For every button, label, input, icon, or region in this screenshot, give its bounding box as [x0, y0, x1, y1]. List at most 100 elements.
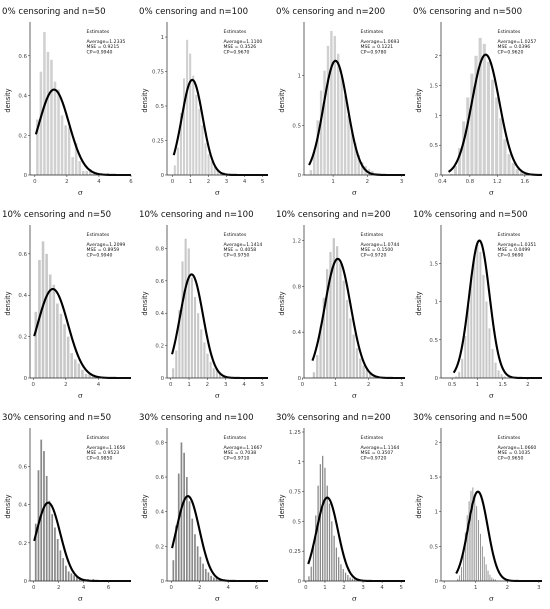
legend-title: Estimates	[361, 29, 384, 35]
histogram-bar	[326, 269, 329, 378]
y-tick-label: 0.4	[155, 311, 164, 317]
histogram-bar	[497, 370, 500, 378]
x-axis-label: σ	[215, 188, 220, 197]
histogram-bar	[70, 573, 73, 581]
histogram-bar	[202, 563, 204, 581]
x-tick-label: 6	[107, 585, 111, 591]
histogram-bar	[474, 55, 478, 175]
y-tick-label: 0.2	[155, 544, 164, 550]
x-tick-label: 2	[57, 585, 60, 591]
x-tick-label: 6	[129, 179, 133, 185]
histogram-bar	[81, 171, 85, 175]
y-tick-label: 0	[24, 376, 28, 382]
histogram-bar	[323, 70, 326, 175]
stat-label: MSE = 0.7038	[224, 450, 257, 456]
y-tick-label: 0.25	[289, 549, 301, 555]
histogram-bar	[458, 371, 461, 378]
histogram-bar	[189, 53, 192, 176]
histogram-bar	[322, 455, 324, 581]
x-tick-label: 1	[334, 382, 337, 388]
histogram-bar	[470, 274, 473, 378]
y-tick-label: 0.2	[18, 541, 27, 547]
y-tick-label: 1.5	[429, 475, 438, 481]
histogram-bar	[187, 248, 190, 378]
histogram-bar	[45, 475, 48, 581]
y-tick-label: 1.5	[429, 84, 438, 90]
histogram-bar	[461, 567, 462, 581]
histogram-bar	[40, 439, 43, 581]
y-tick-label: 1.5	[429, 261, 438, 267]
histogram-bar	[329, 251, 332, 378]
x-tick-label: 1	[476, 382, 479, 388]
y-tick-label: 0	[435, 173, 439, 179]
histogram-bar	[476, 244, 479, 378]
histogram-bar	[52, 284, 56, 378]
histogram-bar	[326, 45, 330, 175]
histogram-bar	[342, 280, 345, 378]
stat-label: Average=1.0693	[361, 39, 400, 45]
x-tick-label: 1	[187, 382, 190, 388]
panel-title: 0% censoring and n=500	[413, 7, 522, 17]
histogram-bar	[312, 372, 316, 378]
histogram-bar	[88, 373, 91, 378]
y-axis-label: density	[415, 494, 423, 518]
histogram-bar	[326, 485, 328, 581]
x-axis-label: σ	[352, 188, 357, 197]
histogram-bar	[328, 503, 331, 581]
panel-title: 30% censoring and n=100	[139, 413, 254, 423]
histogram-bar	[191, 518, 194, 581]
x-tick-label: 2	[207, 179, 210, 185]
histogram-bar	[36, 119, 39, 175]
histogram-bar	[41, 241, 45, 378]
histogram-bar	[503, 139, 507, 175]
histogram-bar	[53, 81, 57, 175]
y-tick-label: 0	[298, 579, 302, 585]
y-tick-label: 0.5	[155, 104, 164, 110]
histogram-bar	[59, 313, 63, 378]
histogram-bar	[462, 121, 466, 175]
y-tick-label: 0.25	[152, 139, 164, 145]
x-tick-label: 2	[342, 585, 345, 591]
histogram-bar	[486, 61, 490, 176]
histogram-bar	[357, 155, 360, 175]
histogram-bar	[192, 75, 195, 175]
histogram-bar	[319, 326, 322, 378]
x-tick-label: 0	[33, 179, 37, 185]
stat-label: Average=1.1164	[361, 445, 400, 451]
stat-label: Average=1.2099	[87, 242, 126, 248]
histogram-bar	[175, 350, 178, 378]
stat-label: Average=1.2335	[87, 39, 126, 45]
x-tick-label: 3	[224, 382, 227, 388]
y-tick-label: 0.5	[292, 123, 301, 129]
histogram-bar	[212, 368, 215, 378]
panel-2-1: 10% censoring and n=50 density σ 0 0.2 0.4 0.6…	[2, 210, 132, 400]
histogram-bar	[324, 467, 326, 581]
x-tick-label: 2	[367, 382, 370, 388]
histogram-bar	[48, 274, 52, 378]
y-axis-label: density	[141, 88, 149, 112]
histogram-bar	[85, 171, 89, 175]
histogram-bar	[453, 166, 457, 175]
histogram-bar	[354, 143, 357, 175]
histogram-bar	[472, 487, 474, 581]
y-tick-label: 0.75	[152, 70, 164, 76]
histogram-bar	[43, 451, 45, 581]
panel-2-4: 10% censoring and n=500 density σ 0 0.5 1 1.5 0…	[413, 210, 543, 400]
x-axis-label: σ	[489, 594, 494, 603]
histogram-bar	[351, 578, 354, 581]
histogram-bar	[172, 368, 175, 378]
histogram-bar	[464, 532, 466, 581]
stat-label: CP=0.9670	[224, 49, 250, 55]
histogram-bar	[206, 353, 209, 378]
histogram-bar	[350, 130, 354, 175]
histogram-bars	[309, 30, 381, 175]
histogram-bar	[495, 97, 499, 175]
histogram-bar	[76, 577, 78, 581]
histogram-bar	[332, 238, 335, 378]
histogram-bar	[186, 39, 189, 175]
histogram-bar	[173, 165, 176, 175]
histogram-bar	[338, 557, 340, 581]
histogram-bar	[179, 112, 183, 175]
histogram-bar	[485, 564, 487, 581]
y-tick-label: 0.8	[155, 440, 164, 446]
